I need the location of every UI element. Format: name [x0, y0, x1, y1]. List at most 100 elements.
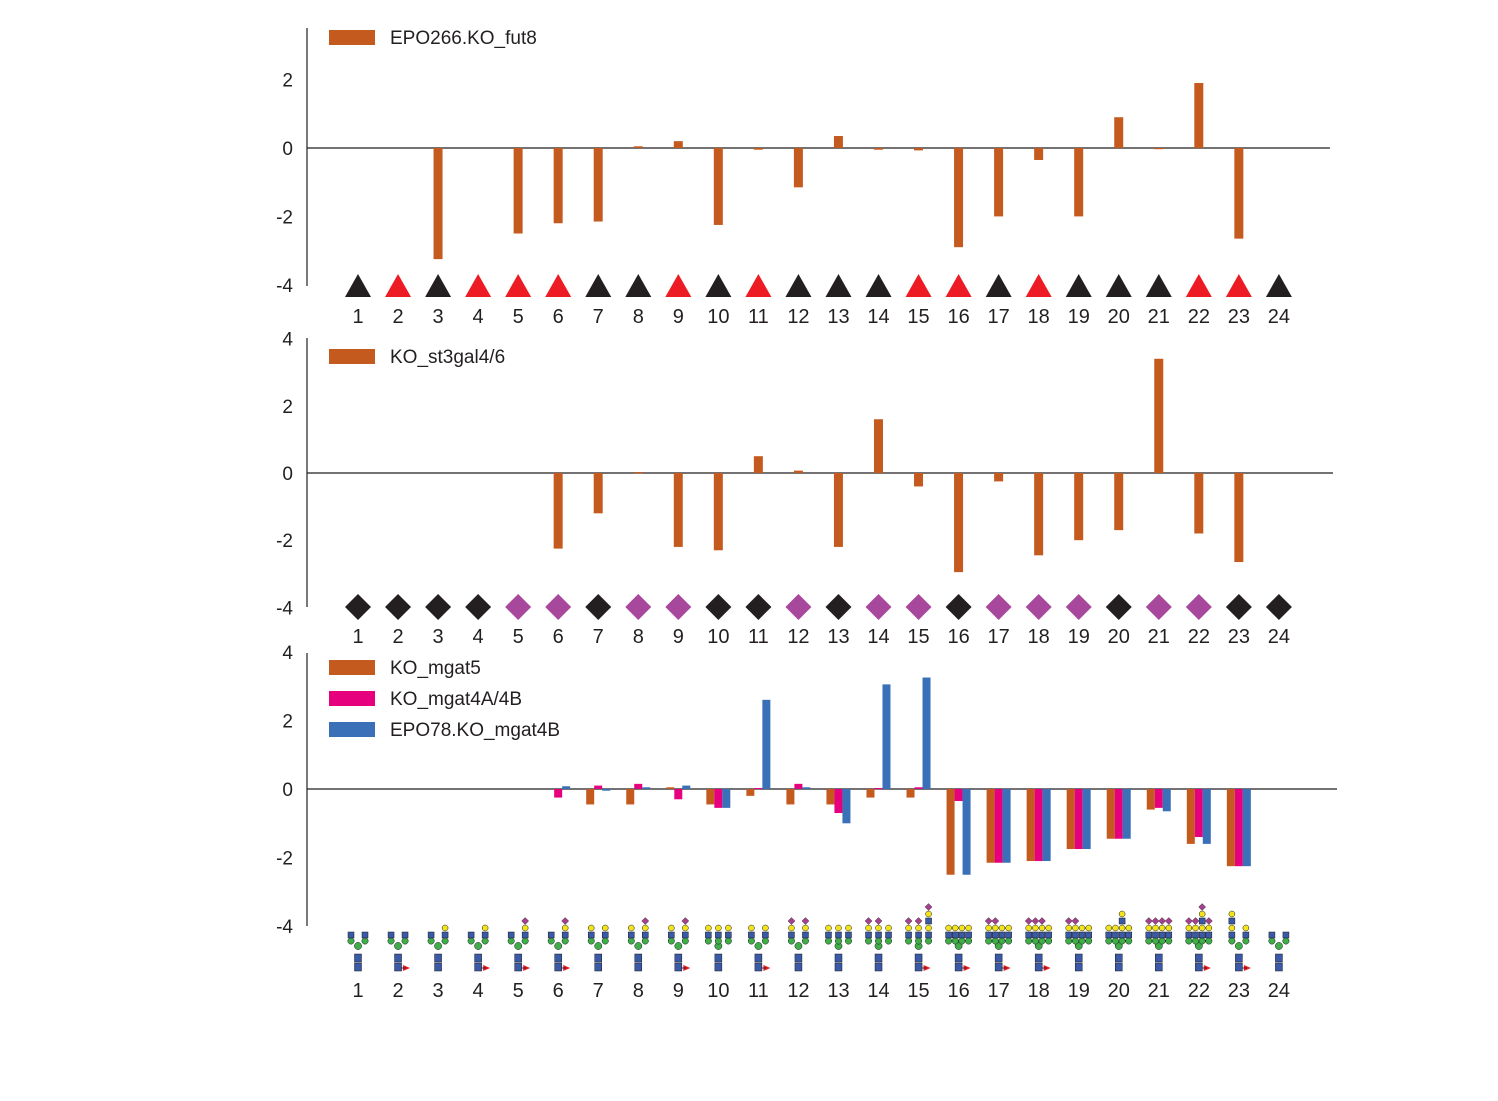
x-tick-label: 4 — [473, 306, 484, 328]
glcnac-square — [925, 917, 932, 925]
triangle-marker — [505, 274, 532, 297]
mannose-circle — [587, 937, 595, 945]
bar — [673, 473, 683, 547]
glcnac-square — [1072, 931, 1079, 939]
mannose-circle — [754, 942, 763, 950]
bar — [1042, 789, 1051, 862]
triangle-marker — [985, 274, 1012, 297]
glcnac-square — [1275, 953, 1283, 963]
diamond-marker — [945, 594, 972, 620]
x-tick-label: 15 — [907, 980, 929, 1002]
galactose-circle — [715, 924, 722, 932]
mannose-circle — [1154, 942, 1163, 950]
glcnac-square — [1025, 931, 1032, 939]
mannose-circle — [1158, 937, 1166, 945]
mannose-circle — [1045, 937, 1053, 945]
galactose-circle — [561, 924, 569, 932]
glcnac-square — [794, 953, 803, 963]
mannose-circle — [951, 937, 959, 945]
glcnac-square — [674, 962, 683, 972]
glycan-structure — [667, 917, 691, 972]
sialic-acid-diamond — [924, 903, 933, 911]
glycan-structure — [587, 924, 609, 972]
glcnac-square — [347, 931, 355, 939]
fucose-triangle — [923, 965, 931, 971]
mannose-circle — [1085, 937, 1093, 945]
x-tick-label: 3 — [433, 980, 444, 1002]
mannose-circle — [1235, 942, 1243, 950]
diamond-marker — [625, 594, 652, 620]
glcnac-square — [1085, 931, 1092, 939]
galactose-circle — [1005, 924, 1012, 932]
bar — [602, 789, 611, 791]
bar — [994, 473, 1004, 482]
bar — [673, 141, 683, 148]
glcnac-square — [834, 953, 843, 963]
triangle-marker — [625, 274, 652, 297]
fucose-triangle — [1243, 965, 1251, 971]
bar — [834, 789, 843, 814]
bar — [986, 789, 995, 863]
x-tick-label: 20 — [1108, 306, 1130, 328]
mannose-circle — [1071, 937, 1079, 945]
x-tick-label: 16 — [947, 626, 969, 648]
triangle-marker — [345, 274, 371, 297]
bar — [1226, 789, 1235, 867]
bar — [1162, 789, 1171, 812]
bar — [882, 684, 891, 789]
bar — [793, 148, 803, 188]
diamond-marker — [1145, 594, 1172, 620]
x-tick-label: 18 — [1028, 306, 1050, 328]
glcnac-square — [834, 962, 843, 972]
glycan-structure — [1228, 910, 1251, 972]
mannose-circle — [954, 942, 963, 950]
sialic-acid-diamond — [561, 917, 569, 925]
mannose-circle — [1205, 937, 1213, 945]
glcnac-square — [467, 931, 475, 939]
mannose-circle — [601, 937, 609, 945]
glcnac-square — [1152, 931, 1159, 939]
sialic-acid-diamond — [1191, 917, 1200, 925]
mannose-circle — [1031, 937, 1039, 945]
glcnac-square — [668, 931, 675, 939]
diamond-marker — [465, 594, 492, 620]
mannose-circle — [761, 937, 769, 945]
galactose-circle — [945, 924, 952, 932]
mannose-circle — [835, 937, 842, 945]
x-tick-label: 6 — [553, 306, 564, 328]
x-tick-label: 13 — [827, 980, 849, 1002]
galactose-circle — [825, 924, 832, 932]
x-tick-label: 5 — [513, 306, 524, 328]
diamond-marker — [665, 594, 692, 620]
galactose-circle — [1192, 924, 1199, 932]
sialic-acid-diamond — [1145, 917, 1153, 925]
triangle-marker — [385, 274, 412, 297]
galactose-circle — [1025, 924, 1032, 932]
mannose-circle — [994, 942, 1003, 950]
bar — [954, 148, 964, 248]
galactose-circle — [1118, 910, 1126, 918]
glcnac-square — [985, 931, 992, 939]
glcnac-square — [1192, 931, 1199, 939]
triangle-marker — [825, 274, 852, 297]
mannose-circle — [1198, 937, 1206, 945]
sialic-acid-diamond — [984, 917, 993, 925]
y-tick-label: -2 — [276, 207, 293, 228]
triangle-marker — [1025, 274, 1052, 297]
bar — [873, 419, 883, 473]
x-tick-label: 8 — [633, 626, 644, 648]
bar — [1066, 789, 1075, 850]
bar — [634, 783, 643, 789]
glcnac-square — [1045, 931, 1052, 939]
bar — [1002, 789, 1011, 863]
x-tick-label: 14 — [867, 306, 889, 328]
glcnac-square — [1158, 931, 1166, 939]
glcnac-square — [1242, 931, 1250, 939]
bar — [594, 785, 603, 789]
glcnac-square — [361, 931, 369, 939]
glcnac-square — [954, 962, 963, 972]
legend-swatch — [329, 691, 375, 706]
mannose-circle — [724, 937, 732, 945]
y-tick-label: 2 — [282, 71, 293, 92]
fucose-triangle — [1003, 965, 1011, 971]
